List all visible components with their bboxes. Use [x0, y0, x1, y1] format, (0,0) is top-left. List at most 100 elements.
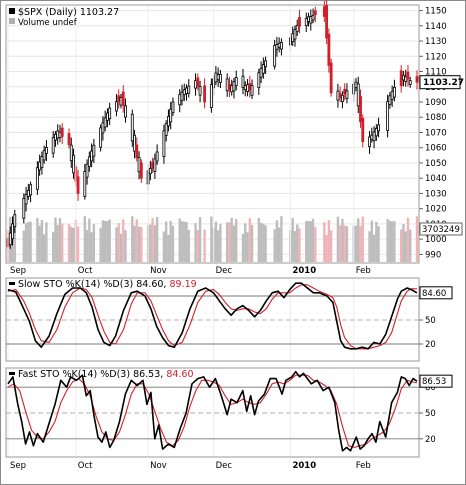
price-x-tick-label: Sep [10, 266, 26, 276]
candle-body [117, 95, 121, 102]
volume-bar [117, 223, 120, 262]
price-y-tick-label: 1090 [425, 98, 447, 108]
candle-body [151, 161, 155, 169]
candle-body [356, 83, 360, 107]
candle-body [250, 85, 254, 96]
candle-body [155, 151, 159, 162]
slow-sto-k-line [7, 282, 418, 350]
slow-sto-value-tag: 84.60 [419, 286, 453, 300]
last-value-label: 1103.27 [80, 7, 119, 18]
candle-body [388, 95, 392, 105]
candle-body [246, 84, 249, 92]
volume-bar [198, 217, 202, 262]
price-y-tick-label: 1080 [425, 113, 447, 123]
candle-body [139, 162, 143, 179]
candle-body [72, 154, 75, 174]
fast-sto-name: Fast STO [18, 369, 59, 380]
price-y-tick-label: 1070 [425, 128, 447, 138]
candle-body [313, 10, 317, 16]
candle-body [338, 93, 342, 98]
volume-bar [180, 221, 184, 262]
volume-bar [153, 225, 157, 262]
candle-body [108, 107, 112, 120]
candle-body [103, 117, 107, 128]
volume-bar [122, 219, 125, 262]
candle-body [293, 29, 297, 40]
price-y-tick-label: 1130 [425, 37, 447, 47]
volume-bar [38, 225, 41, 262]
volume-bar [155, 217, 159, 262]
candle-body [133, 134, 136, 152]
volume-bar [386, 218, 389, 262]
candle-body [51, 137, 55, 154]
volume-bar [399, 229, 403, 262]
candle-body [390, 91, 394, 100]
candle-body [325, 4, 329, 39]
volume-value-box [419, 222, 463, 236]
volume-bar [210, 216, 213, 262]
volume-subtitle: Volume undef [18, 18, 78, 28]
volume-bar [327, 220, 331, 262]
volume-bar [370, 220, 373, 262]
volume-bar [216, 230, 220, 262]
price-y-tick-label: 1020 [425, 205, 447, 215]
candle-body [119, 97, 123, 106]
price-y-tick-label: 1140 [425, 22, 447, 32]
fast-sto-params: %K(14) %D(3) [62, 369, 130, 380]
candle-body [203, 85, 207, 103]
slow-sto-name: Slow STO [18, 279, 63, 290]
volume-bar [185, 222, 188, 262]
volume-bar [262, 223, 265, 262]
volume-bar [305, 221, 308, 262]
candle-body [169, 108, 173, 123]
candle-body [377, 124, 381, 132]
volume-bar [54, 217, 57, 262]
candle-body [408, 80, 412, 85]
candle-body [261, 64, 265, 74]
price-x-tick-label: 2010 [292, 266, 316, 276]
candle-body [372, 131, 376, 142]
price-y-tick-label: 1060 [425, 144, 447, 154]
candle-body [354, 81, 358, 88]
candle-body [402, 74, 405, 81]
volume-bar [296, 224, 299, 262]
candle-body [275, 44, 279, 50]
slow-sto-legend-swatch [9, 282, 15, 285]
candle-body [185, 87, 188, 95]
candle-body [124, 105, 127, 118]
candle-body [92, 144, 96, 157]
slow-sto-gridlines [6, 280, 419, 360]
volume-bar [88, 218, 91, 262]
volume-bar [167, 234, 170, 262]
volume-bar [219, 224, 222, 262]
volume-bar [140, 226, 143, 262]
candle-body [291, 33, 295, 42]
volume-bar [273, 229, 276, 262]
candle-body [171, 101, 175, 114]
fast-sto-x-tick-label: Dec [216, 461, 233, 471]
volume-bar [375, 221, 378, 262]
volume-bar [259, 222, 263, 262]
volume-bar [323, 222, 326, 262]
volume-bar [103, 220, 107, 262]
volume-bar [149, 224, 152, 262]
candle-body [106, 112, 109, 121]
volume-bar [42, 234, 46, 262]
candle-body [336, 90, 340, 101]
volume-bar [162, 231, 166, 262]
candle-body [307, 16, 310, 22]
price-x-tick-label: Nov [150, 266, 167, 276]
volume-bar [241, 233, 245, 262]
candle-body [218, 73, 222, 83]
volume-bar [404, 231, 407, 262]
volume-bar [377, 226, 380, 262]
fast-sto-lines [7, 370, 418, 452]
candle-body [225, 78, 229, 92]
volume-bar [56, 225, 59, 262]
volume-bar [314, 226, 317, 262]
volume-bar [131, 216, 134, 262]
volume-bar [72, 227, 75, 262]
slow-sto-value-text: 84.60 [422, 289, 446, 299]
volume-bar [244, 223, 247, 262]
